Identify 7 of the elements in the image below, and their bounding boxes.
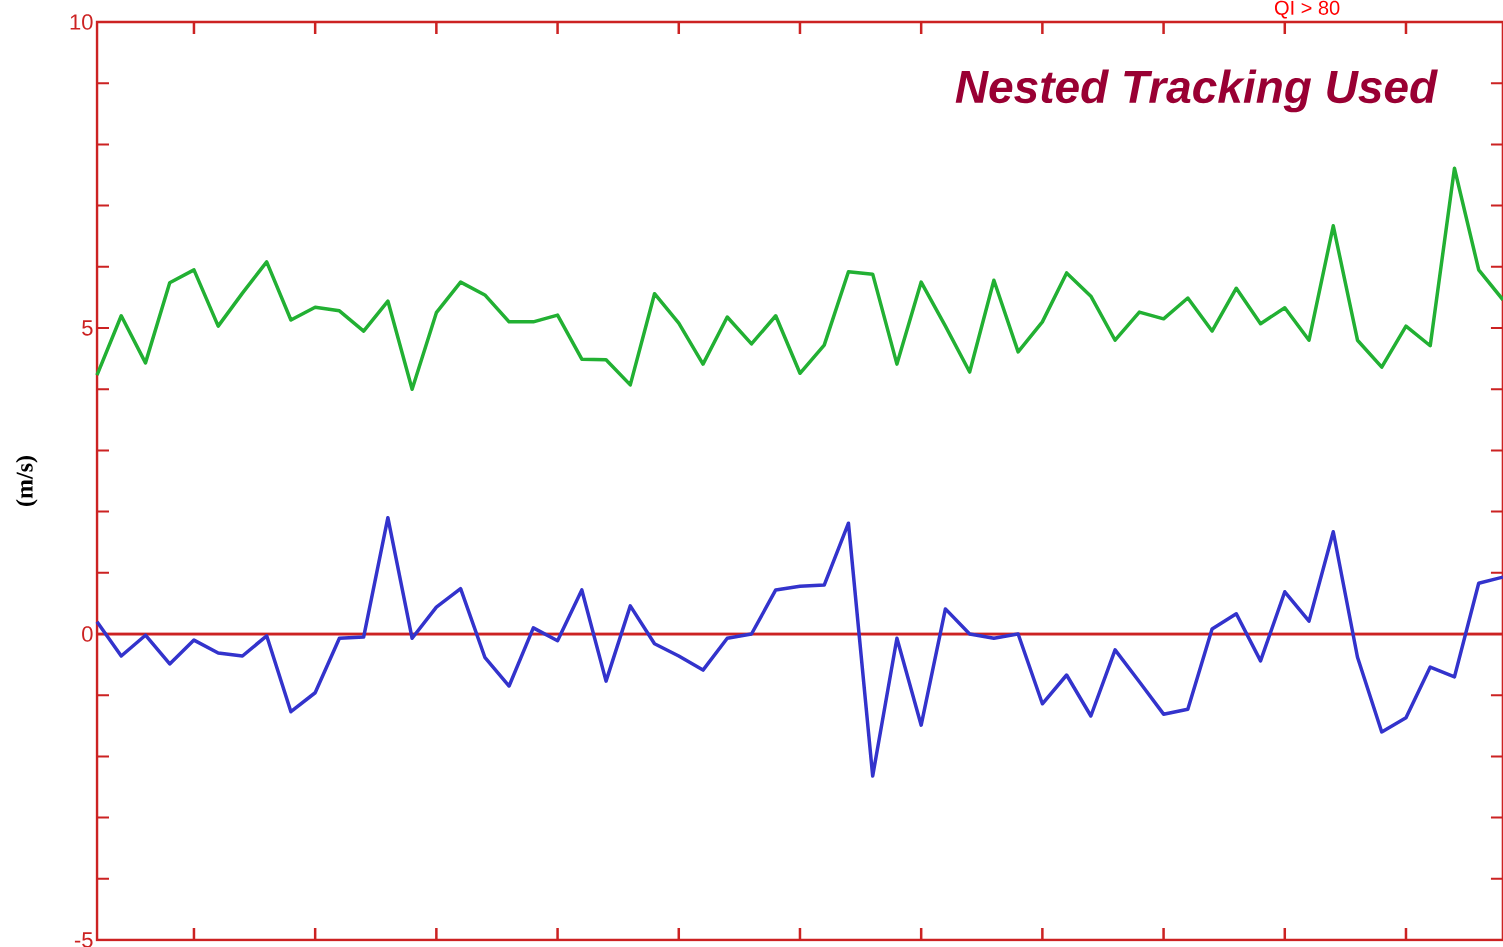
y-tick-label: 5 bbox=[82, 320, 93, 336]
y-tick-label: 0 bbox=[82, 626, 93, 642]
y-axis-title: (m/s) bbox=[15, 456, 38, 506]
y-tick-label: -5 bbox=[74, 932, 93, 947]
y-tick-label: 10 bbox=[70, 14, 93, 30]
annotation: Nested Tracking Used bbox=[955, 69, 1438, 113]
text: QI > 80 bbox=[1274, 0, 1340, 19]
